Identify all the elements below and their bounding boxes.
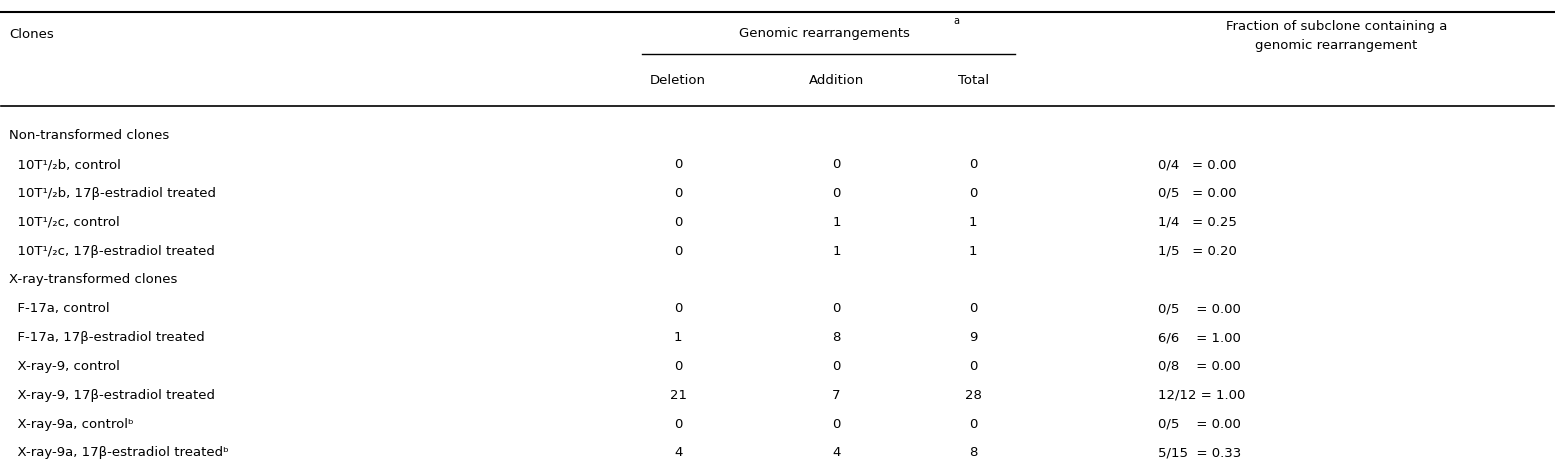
Text: 1: 1 (969, 244, 978, 258)
Text: 1/4   = 0.25: 1/4 = 0.25 (1158, 216, 1236, 229)
Text: 1/5   = 0.20: 1/5 = 0.20 (1158, 244, 1236, 258)
Text: Clones: Clones (9, 28, 54, 41)
Text: 1: 1 (673, 331, 683, 344)
Text: 0: 0 (673, 418, 683, 431)
Text: 7: 7 (832, 389, 841, 402)
Text: 28: 28 (964, 389, 981, 402)
Text: 0/5    = 0.00: 0/5 = 0.00 (1158, 418, 1241, 431)
Text: 4: 4 (832, 446, 841, 460)
Text: 1: 1 (969, 216, 978, 229)
Text: 0: 0 (832, 302, 841, 315)
Text: 12/12 = 1.00: 12/12 = 1.00 (1158, 389, 1246, 402)
Text: 0/8    = 0.00: 0/8 = 0.00 (1158, 360, 1241, 373)
Text: 21: 21 (670, 389, 687, 402)
Text: F-17a, 17β-estradiol treated: F-17a, 17β-estradiol treated (9, 331, 205, 344)
Text: 0/5    = 0.00: 0/5 = 0.00 (1158, 302, 1241, 315)
Text: Genomic rearrangements: Genomic rearrangements (740, 26, 910, 40)
Text: X-ray-9, control: X-ray-9, control (9, 360, 120, 373)
Text: Non-transformed clones: Non-transformed clones (9, 129, 169, 142)
Text: X-ray-9a, 17β-estradiol treatedᵇ: X-ray-9a, 17β-estradiol treatedᵇ (9, 446, 229, 460)
Text: 0/5   = 0.00: 0/5 = 0.00 (1158, 187, 1236, 200)
Text: 0: 0 (832, 418, 841, 431)
Text: 10T¹/₂c, 17β-estradiol treated: 10T¹/₂c, 17β-estradiol treated (9, 244, 215, 258)
Text: 0: 0 (969, 418, 977, 431)
Text: 0: 0 (673, 187, 683, 200)
Text: 10T¹/₂b, control: 10T¹/₂b, control (9, 158, 121, 171)
Text: Addition: Addition (809, 74, 865, 87)
Text: 0: 0 (832, 360, 841, 373)
Text: 9: 9 (969, 331, 977, 344)
Text: 0: 0 (673, 244, 683, 258)
Text: X-ray-9, 17β-estradiol treated: X-ray-9, 17β-estradiol treated (9, 389, 215, 402)
Text: 1: 1 (832, 216, 841, 229)
Text: 0: 0 (969, 158, 977, 171)
Text: X-ray-transformed clones: X-ray-transformed clones (9, 274, 177, 286)
Text: 1: 1 (832, 244, 841, 258)
Text: 8: 8 (832, 331, 841, 344)
Text: 6/6    = 1.00: 6/6 = 1.00 (1158, 331, 1241, 344)
Text: 0: 0 (673, 360, 683, 373)
Text: a: a (953, 17, 959, 26)
Text: 0: 0 (832, 158, 841, 171)
Text: 0: 0 (969, 302, 977, 315)
Text: genomic rearrangement: genomic rearrangement (1255, 39, 1418, 52)
Text: 5/15  = 0.33: 5/15 = 0.33 (1158, 446, 1241, 460)
Text: F-17a, control: F-17a, control (9, 302, 110, 315)
Text: 0: 0 (832, 187, 841, 200)
Text: 0/4   = 0.00: 0/4 = 0.00 (1158, 158, 1236, 171)
Text: 10T¹/₂c, control: 10T¹/₂c, control (9, 216, 120, 229)
Text: X-ray-9a, controlᵇ: X-ray-9a, controlᵇ (9, 418, 134, 431)
Text: 0: 0 (673, 216, 683, 229)
Text: Fraction of subclone containing a: Fraction of subclone containing a (1225, 19, 1448, 32)
Text: 8: 8 (969, 446, 977, 460)
Text: Total: Total (958, 74, 989, 87)
Text: 0: 0 (969, 187, 977, 200)
Text: 10T¹/₂b, 17β-estradiol treated: 10T¹/₂b, 17β-estradiol treated (9, 187, 216, 200)
Text: Deletion: Deletion (650, 74, 706, 87)
Text: 0: 0 (969, 360, 977, 373)
Text: 0: 0 (673, 302, 683, 315)
Text: 0: 0 (673, 158, 683, 171)
Text: 4: 4 (673, 446, 683, 460)
